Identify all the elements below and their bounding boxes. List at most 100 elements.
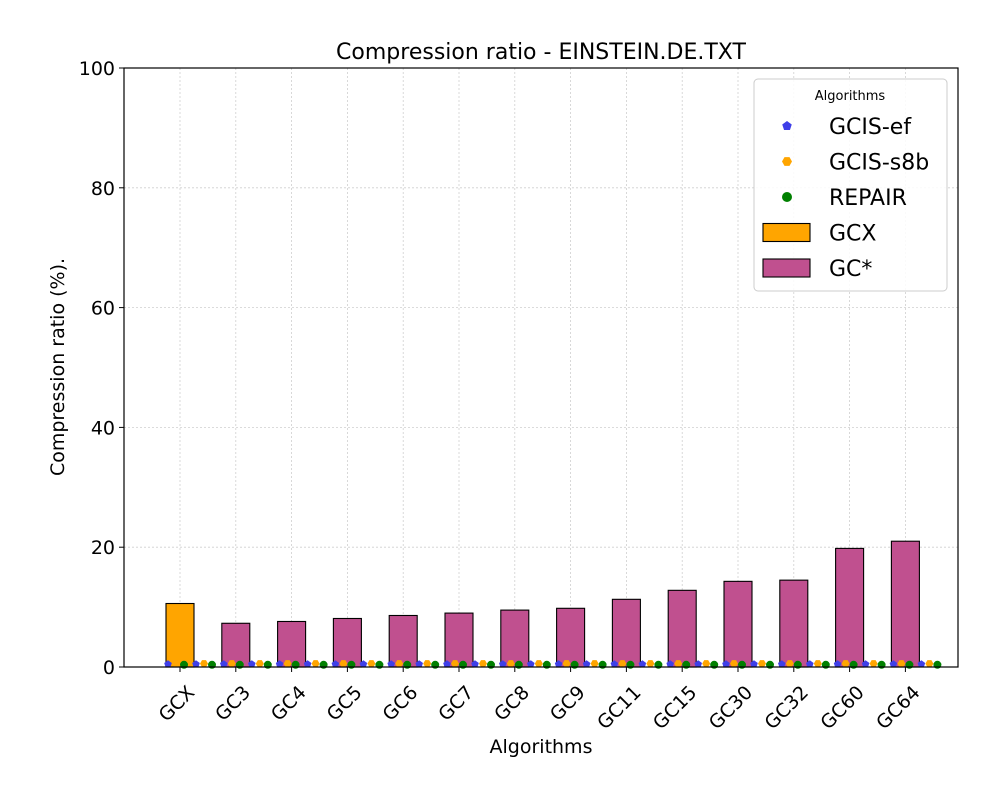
bar-gc5	[332, 617, 362, 668]
marker-gcis-ef	[220, 660, 228, 668]
bar-gc6	[388, 614, 418, 668]
marker-repair	[235, 660, 244, 669]
marker-gcis-ef	[527, 660, 535, 668]
marker-gcis-ef	[359, 660, 368, 668]
marker-gcis-ef	[917, 660, 926, 668]
bar-gc15	[667, 589, 697, 668]
marker-gcis-ef	[554, 660, 563, 668]
marker-repair	[180, 660, 188, 669]
marker-gcis-ef	[582, 660, 591, 668]
marker-repair	[877, 660, 886, 669]
marker-gcis-s8b	[674, 660, 683, 668]
x-tick-label: GC30	[705, 682, 757, 734]
marker-gcis-ef	[499, 660, 507, 668]
marker-gcis-s8b	[562, 660, 571, 668]
marker-gcis-ef	[275, 660, 284, 668]
x-tick-label: GC6	[378, 682, 422, 726]
marker-repair	[208, 660, 216, 669]
marker-gcis-ef	[443, 660, 451, 668]
legend-swatch-gcx	[762, 222, 811, 243]
marker-repair	[626, 660, 635, 669]
legend-marker-repair	[782, 192, 792, 202]
marker-gcis-s8b	[200, 660, 208, 668]
marker-gcis-ef	[889, 660, 898, 668]
marker-repair	[375, 660, 384, 669]
marker-gcis-ef	[192, 660, 200, 668]
y-tick-label: 80	[91, 178, 115, 200]
legend-label: GCIS-s8b	[829, 151, 929, 176]
marker-gcis-ef	[164, 660, 172, 668]
bar-gc32	[779, 579, 809, 668]
marker-repair	[682, 660, 691, 669]
legend-entries: GCIS-ef GCIS-s8b REPAIR GCX GC*	[762, 115, 929, 282]
bar-gc64	[890, 540, 920, 668]
bar-gc4	[277, 620, 307, 668]
legend-label: GCIS-ef	[829, 115, 912, 140]
marker-gcis-s8b	[618, 660, 627, 668]
legend-marker-gcis-s8b	[782, 157, 792, 166]
marker-repair	[570, 660, 579, 669]
y-axis-ticks: 0 20 40 60 80 100	[79, 58, 124, 679]
marker-gcis-s8b	[479, 660, 487, 668]
marker-gcis-ef	[694, 660, 702, 668]
marker-repair	[514, 660, 523, 669]
marker-repair	[598, 660, 607, 669]
legend-title: Algorithms	[815, 89, 886, 104]
marker-gcis-s8b	[534, 660, 543, 668]
y-tick-label: 20	[91, 537, 115, 559]
marker-repair	[319, 660, 328, 669]
marker-gcis-s8b	[311, 660, 320, 668]
marker-gcis-s8b	[758, 660, 766, 668]
marker-repair	[710, 660, 719, 669]
marker-gcis-s8b	[869, 660, 878, 668]
x-tick-label: GCX	[155, 682, 200, 727]
marker-gcis-s8b	[702, 660, 711, 668]
marker-gcis-ef	[666, 660, 674, 668]
x-axis-label: Algorithms	[490, 736, 593, 758]
x-tick-label: GC9	[546, 682, 590, 726]
legend-label: GCX	[829, 222, 876, 247]
marker-gcis-s8b	[255, 660, 264, 668]
marker-repair	[263, 660, 272, 669]
marker-repair	[403, 660, 412, 669]
marker-repair	[766, 660, 774, 669]
marker-gcis-s8b	[646, 660, 655, 668]
marker-gcis-s8b	[730, 660, 738, 668]
y-tick-label: 100	[79, 58, 115, 80]
y-tick-label: 60	[91, 298, 115, 320]
marker-gcis-ef	[722, 660, 730, 668]
x-tick-label: GC7	[434, 682, 478, 726]
marker-gcis-s8b	[172, 660, 180, 668]
x-tick-label: GC3	[211, 682, 255, 726]
marker-gcis-s8b	[283, 660, 292, 668]
marker-gcis-s8b	[367, 660, 376, 668]
marker-gcis-s8b	[227, 660, 236, 668]
marker-repair	[793, 660, 802, 669]
x-tick-label: GC15	[649, 682, 701, 734]
chart-title: Compression ratio - EINSTEIN.DE.TXT	[336, 40, 746, 65]
marker-gcis-ef	[387, 660, 395, 668]
marker-repair	[933, 660, 942, 669]
x-axis-ticks: GCX GC3 GC4 GC5 GC6 GC7 GC8 GC9 GC11 GC15 GC30 GC32…	[155, 667, 925, 734]
marker-gcis-ef	[806, 660, 814, 668]
marker-gcis-s8b	[897, 660, 906, 668]
legend-label: REPAIR	[829, 186, 907, 211]
x-tick-label: GC5	[323, 682, 367, 726]
legend: Algorithms GCIS-ef GCIS-s8b REPAIR GCX GC*	[753, 78, 948, 292]
bar-gc30	[723, 580, 753, 668]
marker-repair	[821, 660, 830, 669]
marker-gcis-ef	[833, 660, 842, 668]
legend-marker-gcis-ef	[782, 121, 792, 131]
marker-repair	[459, 660, 467, 669]
marker-gcis-ef	[248, 660, 256, 668]
x-tick-label: GC32	[761, 682, 813, 734]
bar-gc3	[221, 622, 251, 668]
marker-repair	[738, 660, 746, 669]
y-tick-label: 40	[91, 417, 115, 439]
marker-gcis-ef	[415, 660, 423, 668]
bars	[165, 540, 920, 668]
legend-label: GC*	[829, 257, 872, 282]
y-tick-label: 0	[103, 657, 115, 679]
marker-gcis-s8b	[395, 660, 404, 668]
marker-gcis-s8b	[339, 660, 348, 668]
